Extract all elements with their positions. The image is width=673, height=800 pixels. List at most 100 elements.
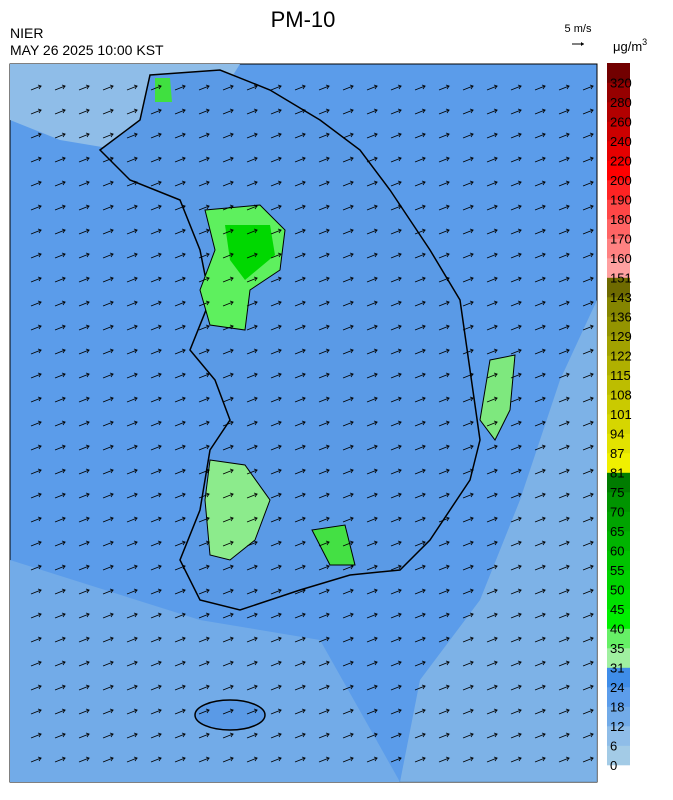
- wind-arrow: [414, 444, 427, 451]
- wind-arrow: [534, 228, 547, 235]
- wind-arrow: [438, 636, 451, 643]
- wind-arrow: [366, 732, 379, 739]
- wind-arrow: [438, 348, 451, 355]
- wind-arrow: [222, 660, 235, 667]
- wind-arrow: [438, 492, 451, 499]
- wind-arrow: [78, 108, 91, 115]
- wind-arrow: [54, 180, 67, 187]
- wind-arrow: [78, 84, 91, 91]
- wind-arrow: [54, 540, 67, 547]
- wind-arrow: [390, 684, 403, 691]
- wind-arrow: [54, 204, 67, 211]
- wind-arrow: [342, 540, 355, 547]
- wind-arrow: [222, 564, 235, 571]
- wind-arrow: [510, 492, 523, 499]
- wind-arrow: [30, 492, 43, 499]
- wind-arrow: [126, 708, 139, 715]
- wind-arrow: [534, 564, 547, 571]
- wind-arrow: [126, 420, 139, 427]
- colorbar-label: 101: [610, 407, 632, 422]
- wind-arrow: [462, 108, 475, 115]
- wind-arrow: [366, 132, 379, 139]
- wind-arrow: [126, 276, 139, 283]
- wind-arrow: [390, 420, 403, 427]
- wind-arrow: [174, 516, 187, 523]
- wind-arrow: [270, 348, 283, 355]
- wind-arrow: [558, 732, 571, 739]
- wind-arrow: [126, 372, 139, 379]
- wind-arrow: [78, 564, 91, 571]
- colorbar-label: 45: [610, 602, 624, 617]
- wind-arrow: [30, 468, 43, 475]
- wind-arrow: [510, 204, 523, 211]
- wind-arrow: [366, 540, 379, 547]
- wind-arrow: [318, 540, 331, 547]
- wind-arrow: [102, 684, 115, 691]
- wind-arrow: [270, 540, 283, 547]
- unit-base: μg/m: [613, 39, 642, 54]
- wind-arrow: [318, 396, 331, 403]
- wind-arrow: [126, 468, 139, 475]
- wind-arrow: [30, 180, 43, 187]
- colorbar-label: 108: [610, 388, 632, 403]
- wind-arrow: [102, 756, 115, 763]
- wind-arrow: [198, 276, 211, 283]
- wind-arrow: [30, 372, 43, 379]
- colorbar-segment: [607, 531, 630, 551]
- high-zone: [225, 225, 275, 280]
- wind-arrow: [294, 276, 307, 283]
- wind-arrow: [246, 180, 259, 187]
- colorbar-label: 31: [610, 661, 624, 676]
- wind-arrow: [534, 684, 547, 691]
- wind-arrow: [534, 396, 547, 403]
- wind-arrow: [174, 156, 187, 163]
- wind-arrow: [246, 444, 259, 451]
- colorbar-label: 75: [610, 485, 624, 500]
- wind-arrow: [558, 612, 571, 619]
- wind-arrow: [462, 396, 475, 403]
- wind-arrow: [294, 492, 307, 499]
- wind-arrow: [414, 564, 427, 571]
- wind-arrow: [558, 636, 571, 643]
- wind-arrow: [462, 756, 475, 763]
- wind-arrow: [102, 180, 115, 187]
- colorbar-label: 136: [610, 310, 632, 325]
- wind-arrow: [510, 132, 523, 139]
- wind-arrow: [414, 492, 427, 499]
- wind-arrow: [438, 444, 451, 451]
- wind-arrow: [414, 228, 427, 235]
- wind-arrow: [558, 108, 571, 115]
- colorbar-segment: [607, 453, 630, 473]
- wind-arrow: [366, 252, 379, 259]
- wind-arrow: [126, 588, 139, 595]
- wind-arrow: [294, 324, 307, 331]
- wind-arrow: [150, 492, 163, 499]
- colorbar-label: 151: [610, 271, 632, 286]
- wind-arrow: [174, 684, 187, 691]
- wind-arrow: [366, 468, 379, 475]
- wind-arrow: [438, 516, 451, 523]
- wind-arrow: [294, 204, 307, 211]
- wind-arrow: [510, 396, 523, 403]
- wind-arrow: [30, 756, 43, 763]
- wind-arrow: [582, 564, 595, 571]
- wind-arrow: [222, 756, 235, 763]
- wind-arrow: [318, 132, 331, 139]
- wind-arrow: [294, 372, 307, 379]
- wind-arrow: [534, 516, 547, 523]
- wind-arrow: [54, 324, 67, 331]
- wind-arrow: [198, 444, 211, 451]
- colorbar-label: 65: [610, 524, 624, 539]
- wind-arrow: [390, 636, 403, 643]
- wind-arrow: [486, 492, 499, 499]
- wind-arrow: [342, 276, 355, 283]
- wind-arrow: [126, 660, 139, 667]
- wind-arrow: [510, 732, 523, 739]
- wind-arrow: [462, 420, 475, 427]
- wind-arrow: [126, 492, 139, 499]
- wind-arrow: [366, 204, 379, 211]
- wind-arrow: [342, 444, 355, 451]
- wind-scale-arrowhead: [581, 42, 584, 46]
- wind-arrow: [486, 612, 499, 619]
